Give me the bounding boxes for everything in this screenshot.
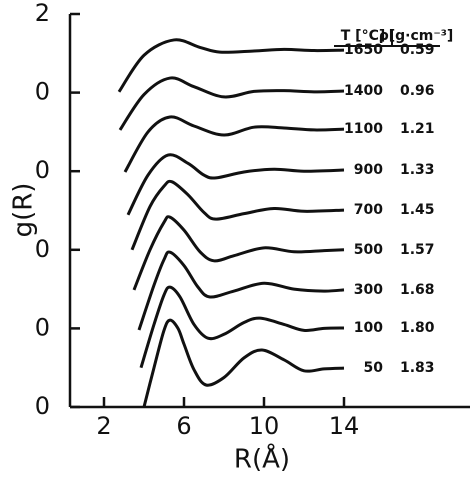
legend-label: 50 [364,360,384,376]
column-header: ρ[g·cm⁻³] [379,28,454,44]
curve [137,250,345,331]
legend-label: 1400 [344,83,383,99]
legend-label: 1650 [344,42,383,58]
legend-label: 900 [354,162,383,178]
curve [142,318,345,408]
curve [139,285,345,369]
curve [132,215,345,291]
density-label: 0.96 [400,83,435,99]
y-tick-label: 0 [35,235,50,263]
x-tick-label: 2 [96,412,111,440]
curve [126,153,345,216]
density-label: 1.68 [400,282,435,298]
curve [123,115,345,173]
density-label: 1.33 [400,162,435,178]
density-label: 0.59 [400,42,435,58]
y-tick-label: 0 [35,156,50,184]
column-header: T [°C] [341,28,386,44]
x-tick-label: 6 [176,412,191,440]
x-axis-label: R(Å) [234,443,290,475]
y-axis-label: g(R) [9,183,39,238]
curve [117,38,345,93]
legend-label: 1100 [344,121,383,137]
density-label: 1.83 [400,360,435,376]
curve [130,179,345,251]
legend-label: 100 [354,320,383,336]
density-label: 1.80 [400,320,435,336]
x-tick-label: 10 [249,412,280,440]
legend-label: 700 [354,202,383,218]
density-label: 1.21 [400,121,435,137]
curve [118,76,345,131]
y-tick-label: 0 [35,392,50,420]
legend-label: 500 [354,242,383,258]
y-tick-label: 2 [35,0,50,27]
density-label: 1.45 [400,202,435,218]
legend-label: 300 [354,282,383,298]
x-tick-label: 14 [329,412,360,440]
density-label: 1.57 [400,242,435,258]
y-tick-label: 0 [35,313,50,341]
y-tick-label: 0 [35,78,50,106]
